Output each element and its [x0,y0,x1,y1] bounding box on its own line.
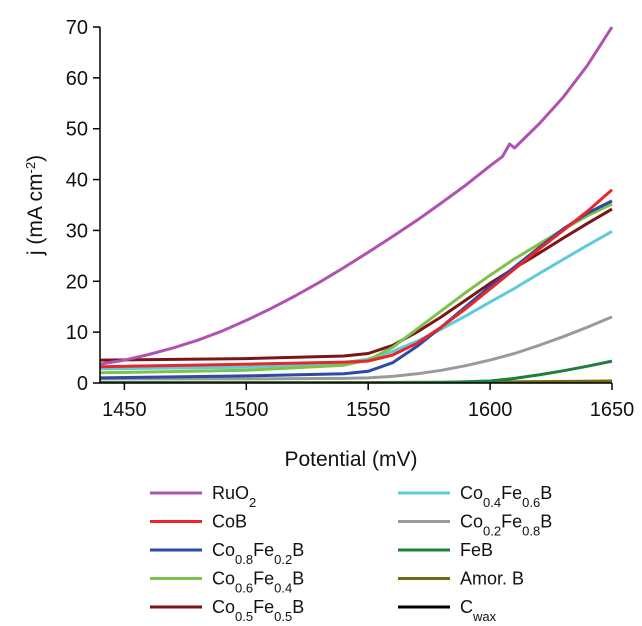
y-axis-title: j (mA cm-2) [23,155,48,256]
legend-label: Co0.6Fe0.4B [212,569,304,596]
legend-label: Amor. B [460,569,524,589]
legend-label: Co0.8Fe0.2B [212,540,304,567]
x-tick-label: 1650 [590,399,635,421]
x-axis-title: Potential (mV) [284,448,417,471]
y-tick-label: 10 [66,322,88,344]
legend-label: FeB [460,540,493,560]
y-tick-label: 0 [77,373,88,395]
legend-label: Co0.5Fe0.5B [212,597,304,624]
legend-item: Co0.8Fe0.2B [150,540,304,567]
y-tick-label: 30 [66,220,88,242]
legend-item: FeB [398,540,493,560]
legend-label: Cwax [460,597,497,624]
legend-item: CoB [150,512,247,532]
y-tick-label: 50 [66,119,88,141]
legend-label: CoB [212,512,247,532]
legend-item: Co0.6Fe0.4B [150,569,304,596]
axes: 0 10 20 30 40 50 60 70 1450 1500 1550 1600 1650 Poten… [23,17,635,471]
legend-item: Co0.2Fe0.8B [398,512,552,539]
legend-item: RuO2 [150,483,256,510]
series-line [100,315,613,381]
series-line [100,188,613,369]
series-line [100,207,613,362]
legend-label: RuO2 [212,483,256,510]
series-line [100,26,614,366]
series-line [100,199,613,380]
y-tick-label: 20 [66,271,88,293]
legend-item: Co0.5Fe0.5B [150,597,304,624]
y-tick-label: 70 [66,17,88,39]
legend-label: Co0.4Fe0.6B [460,483,552,510]
x-tick-label: 1550 [346,399,391,421]
legend-label: Co0.2Fe0.8B [460,512,552,539]
x-tick-label: 1600 [468,399,513,421]
legend-item: Amor. B [398,569,524,589]
x-tick-label: 1500 [224,399,269,421]
x-tick-label: 1450 [102,399,147,421]
plot-area [100,26,614,383]
y-tick-label: 40 [66,170,88,192]
legend-item: Cwax [398,597,497,624]
y-tick-label: 60 [66,68,88,90]
legend-item: Co0.4Fe0.6B [398,483,552,510]
